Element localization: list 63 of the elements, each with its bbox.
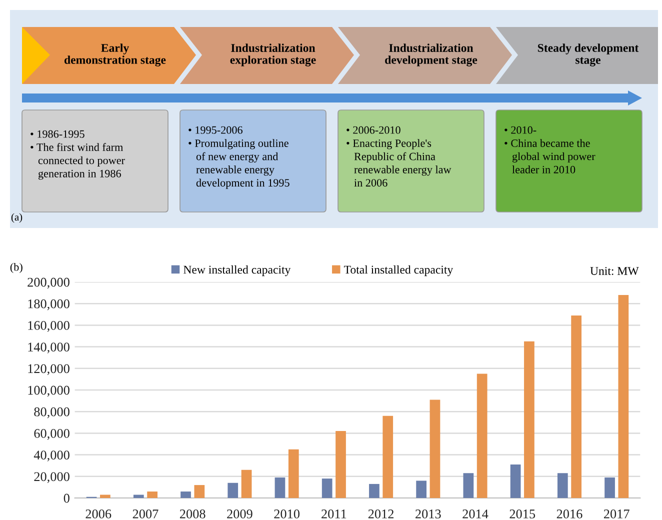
text: • The first wind farm connected to power generation in 1986 bbox=[30, 143, 125, 180]
bar bbox=[557, 473, 568, 498]
x-tick-label: 2011 bbox=[322, 509, 346, 518]
bar bbox=[382, 416, 394, 498]
text: • Promulgating outline of new energy and renewable energy development in 1995 bbox=[188, 139, 290, 189]
bar bbox=[288, 449, 299, 498]
y-tick-label: 0 bbox=[64, 494, 70, 503]
y-tick-label: 180,000 bbox=[28, 299, 70, 310]
y-tick-label: 40,000 bbox=[34, 450, 70, 462]
y-tick-label: 80,000 bbox=[34, 407, 70, 418]
y-tick-label: 140,000 bbox=[28, 342, 70, 354]
x-tick-label: 2015 bbox=[510, 509, 536, 518]
bar bbox=[180, 492, 191, 498]
text: • 2010- bbox=[504, 126, 536, 134]
y-tick-label: 100,000 bbox=[28, 386, 70, 397]
text: • China became the global wind power leader in 2010 bbox=[504, 139, 596, 174]
text: Unit: MW bbox=[590, 267, 639, 276]
bar bbox=[510, 464, 521, 498]
x-tick-label: 2010 bbox=[274, 509, 300, 518]
text: Industrialization development stage bbox=[385, 44, 478, 66]
text: • Enacting People's Republic of China renewable energy law in 2006 bbox=[346, 139, 452, 187]
legend-label: Total installed capacity bbox=[344, 265, 454, 276]
text: Early demonstration stage bbox=[64, 44, 166, 66]
bar bbox=[336, 431, 346, 498]
bar bbox=[618, 294, 629, 498]
bar bbox=[524, 341, 534, 498]
text: • 1986-1995 bbox=[30, 130, 84, 138]
bar bbox=[100, 494, 110, 498]
x-tick-label: 2009 bbox=[227, 509, 252, 518]
y-tick-label: 20,000 bbox=[34, 472, 70, 484]
bar bbox=[430, 400, 440, 498]
text: • 1995-2006 bbox=[188, 126, 242, 134]
bar bbox=[571, 315, 582, 498]
bar bbox=[322, 478, 332, 498]
bar bbox=[604, 477, 615, 498]
y-tick-label: 60,000 bbox=[34, 429, 70, 440]
x-tick-label: 2007 bbox=[132, 509, 158, 518]
bar bbox=[228, 482, 238, 498]
y-tick-label: 200,000 bbox=[28, 278, 70, 289]
text: (a) bbox=[11, 213, 22, 223]
bar bbox=[147, 492, 158, 498]
x-tick-label: 2016 bbox=[556, 509, 582, 518]
x-tick-label: 2008 bbox=[180, 509, 206, 518]
bar bbox=[476, 374, 488, 498]
text: Steady development stage bbox=[538, 44, 639, 66]
legend-label: New installed capacity bbox=[184, 265, 291, 276]
x-tick-label: 2006 bbox=[86, 509, 112, 518]
text: (b) bbox=[10, 262, 22, 274]
x-tick-label: 2013 bbox=[416, 509, 441, 518]
bar bbox=[274, 477, 286, 498]
bar bbox=[133, 494, 144, 498]
text: • 2006-2010 bbox=[346, 126, 400, 134]
text: Industrialization exploration stage bbox=[230, 44, 316, 66]
x-tick-label: 2012 bbox=[368, 509, 394, 518]
x-tick-label: 2017 bbox=[604, 509, 630, 518]
y-tick-label: 160,000 bbox=[28, 321, 70, 332]
bar bbox=[194, 485, 205, 498]
bar bbox=[241, 470, 252, 498]
y-tick-label: 120,000 bbox=[28, 364, 70, 376]
bar bbox=[463, 473, 474, 498]
bar bbox=[369, 484, 380, 498]
x-tick-label: 2014 bbox=[462, 509, 488, 518]
bar bbox=[416, 480, 426, 498]
